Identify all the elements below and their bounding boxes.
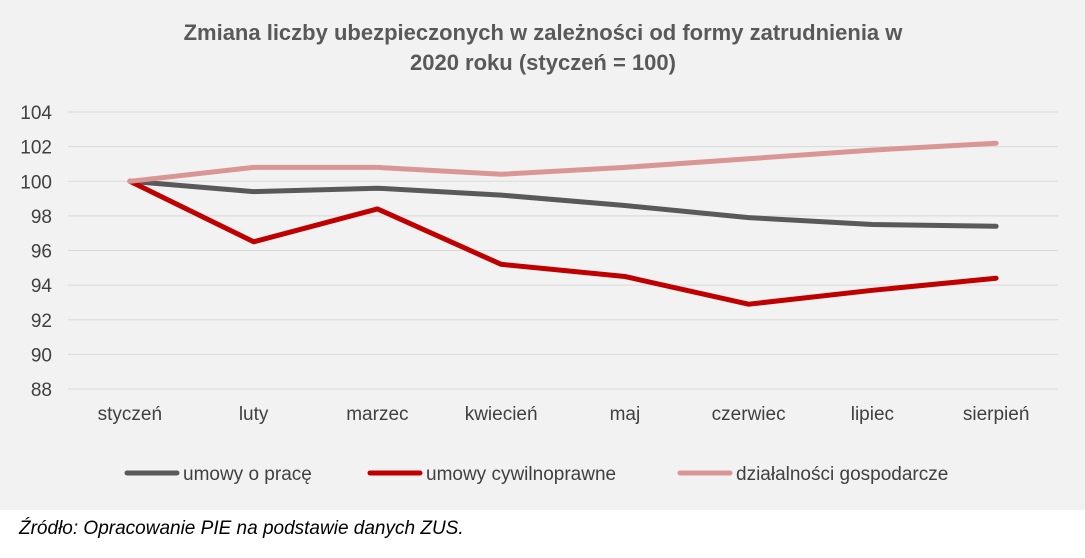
series-line-0 bbox=[127, 178, 999, 229]
x-axis-ticks: styczeń luty marzec kwiecień maj czerwiec lipi… bbox=[98, 404, 1030, 425]
series-lines bbox=[127, 140, 999, 307]
y-axis-ticks: 88 90 92 94 96 98 100 102 104 bbox=[20, 103, 52, 401]
y-tick-label: 94 bbox=[31, 276, 53, 297]
x-tick-label: marzec bbox=[346, 404, 408, 425]
y-tick-label: 88 bbox=[31, 380, 52, 401]
legend-label-0: umowy o pracę bbox=[183, 464, 312, 485]
line-chart: Zmiana liczby ubezpieczonych w zależnośc… bbox=[20, 20, 1058, 485]
chart-title-line-1: Zmiana liczby ubezpieczonych w zależnośc… bbox=[184, 20, 904, 45]
y-tick-label: 90 bbox=[31, 345, 52, 366]
chart-area: Zmiana liczby ubezpieczonych w zależnośc… bbox=[0, 0, 1085, 510]
series-line-1 bbox=[127, 178, 999, 307]
y-tick-label: 96 bbox=[31, 242, 52, 263]
x-tick-label: lipiec bbox=[851, 404, 894, 425]
x-tick-label: luty bbox=[239, 404, 269, 425]
source-note: Źródło: Opracowanie PIE na podstawie dan… bbox=[19, 518, 464, 539]
x-tick-label: czerwiec bbox=[712, 404, 786, 425]
x-tick-label: maj bbox=[610, 404, 641, 425]
y-tick-label: 100 bbox=[20, 172, 52, 193]
y-tick-label: 92 bbox=[31, 311, 52, 332]
legend-label-2: działalności gospodarcze bbox=[736, 464, 948, 485]
legend: umowy o pracę umowy cywilnoprawne działaln… bbox=[124, 464, 948, 485]
series-line-2 bbox=[127, 140, 999, 184]
y-tick-label: 98 bbox=[31, 207, 52, 228]
chart-title-line-2: 2020 roku (styczeń = 100) bbox=[410, 50, 676, 75]
x-tick-label: kwiecień bbox=[465, 404, 538, 425]
legend-label-1: umowy cywilnoprawne bbox=[426, 464, 616, 485]
gridlines bbox=[68, 111, 1058, 390]
x-tick-label: sierpień bbox=[963, 404, 1030, 425]
y-tick-label: 104 bbox=[20, 103, 52, 124]
y-tick-label: 102 bbox=[20, 138, 52, 159]
chart-title: Zmiana liczby ubezpieczonych w zależnośc… bbox=[184, 20, 904, 75]
x-tick-label: styczeń bbox=[98, 404, 162, 425]
